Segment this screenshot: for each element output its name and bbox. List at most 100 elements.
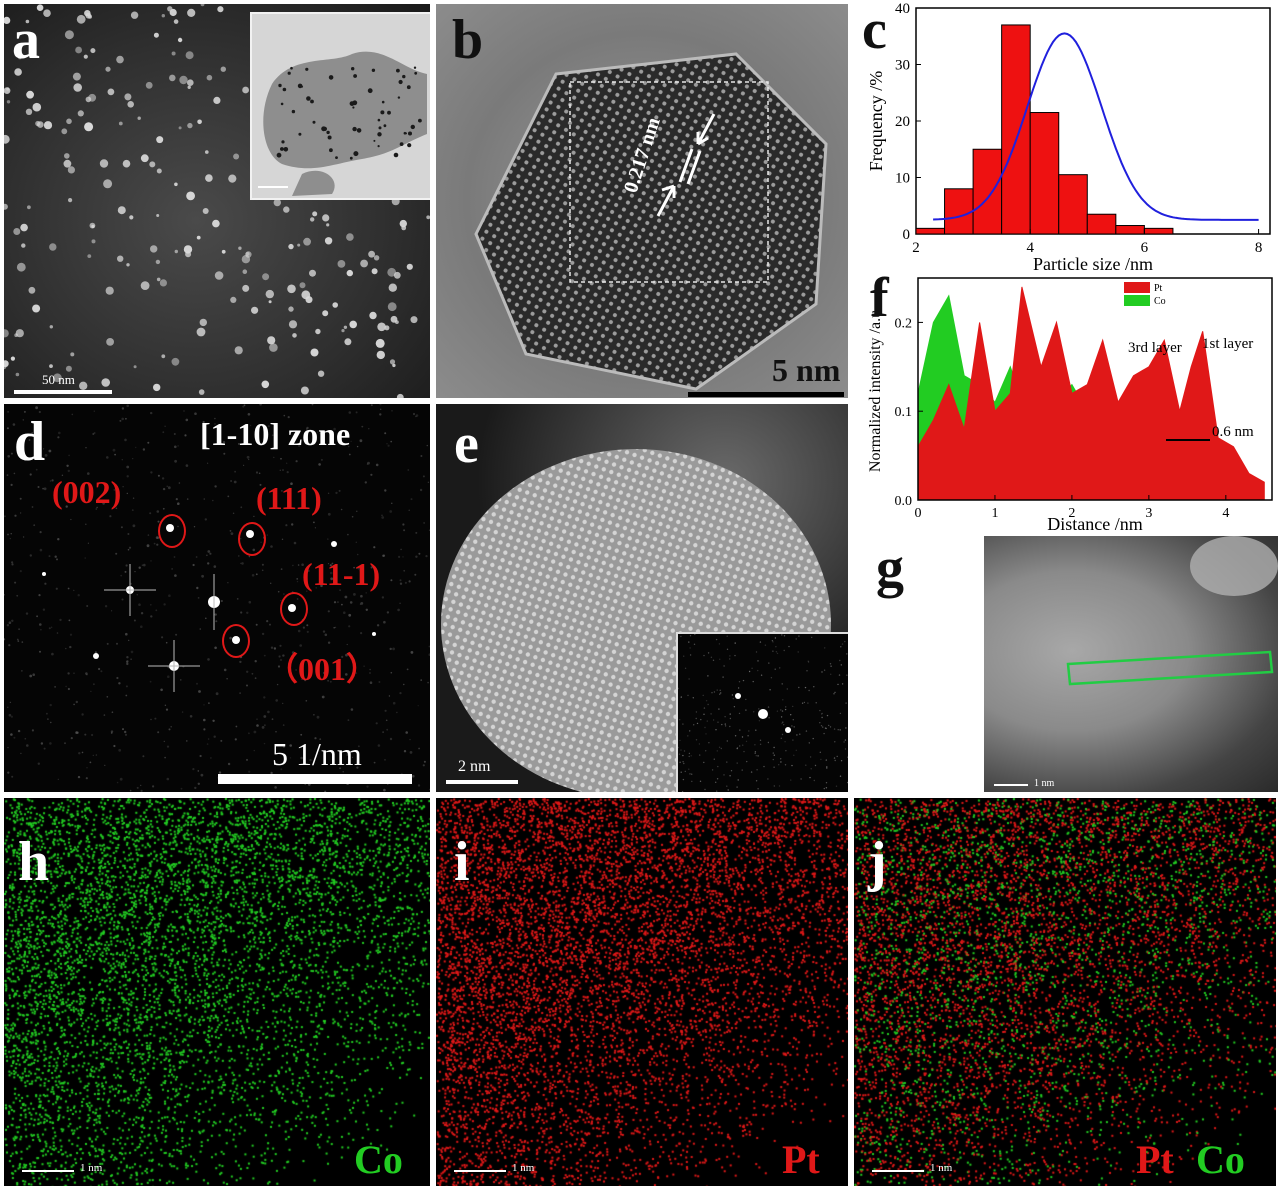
element-label-pt: Pt — [782, 1137, 820, 1182]
co-eds-map — [4, 798, 430, 1186]
panel-a-haadf-image: a 50 nm — [4, 4, 430, 398]
histogram-bar — [1029, 112, 1060, 235]
annotation-distance: 0.6 nm — [1212, 424, 1254, 440]
histogram-bar — [1115, 225, 1145, 235]
inset-tem-image — [250, 12, 430, 200]
y-tick-label-c: 20 — [895, 114, 910, 130]
y-tick-label-c: 30 — [895, 58, 910, 74]
panel-c-histogram: 2 4 6 8 0 10 20 30 40 Particle size /nm Frequency … — [852, 0, 1280, 272]
panel-d-fft-pattern: d [1-10] zone (002) (111) (11-1) （001） 5… — [4, 404, 430, 792]
y-axis-label-f: Normalized intensity /a.u. — [867, 306, 884, 472]
histogram-bar — [1001, 24, 1031, 235]
histogram-chart: 2 4 6 8 0 10 20 30 40 Particle size /nm Frequency … — [866, 1, 1271, 272]
y-tick-label-f: 0.0 — [895, 494, 913, 509]
x-tick-label-f: 4 — [1222, 506, 1229, 521]
scale-label-b: 5 nm — [772, 352, 841, 388]
panel-letter-j: j — [868, 831, 887, 893]
zone-axis-label: [1-10] zone — [200, 416, 351, 452]
histogram-bar — [944, 188, 974, 235]
element-label-co: Co — [354, 1137, 403, 1182]
scale-label-g: 1 nm — [1034, 778, 1055, 789]
panel-j-overlay-map: j Pt Co 1 nm — [854, 798, 1276, 1186]
scale-label-e: 2 nm — [458, 758, 491, 775]
panel-i-pt-map: i Pt 1 nm — [436, 798, 848, 1186]
spot-ring-002 — [158, 514, 186, 548]
x-tick-label-c: 4 — [1026, 240, 1034, 256]
fft-inset — [676, 632, 848, 792]
x-tick-label-f: 3 — [1145, 506, 1152, 521]
histogram-bar — [1143, 227, 1174, 235]
scale-label-a: 50 nm — [42, 372, 75, 387]
scale-bar-e — [446, 780, 518, 784]
legend-label-co: Co — [1154, 296, 1166, 307]
scale-label-h: 1 nm — [80, 1162, 103, 1174]
haadf-image-g: 1 nm — [984, 536, 1278, 792]
y-tick-label-f: 0.1 — [895, 405, 913, 420]
scale-bar-b — [688, 392, 844, 397]
y-tick-label-c: 10 — [895, 171, 910, 187]
legend-swatch-pt — [1124, 282, 1150, 293]
histogram-bar — [915, 227, 946, 235]
panel-h-co-map: h Co 1 nm — [4, 798, 430, 1186]
profile-area-pt — [917, 286, 1265, 501]
panel-g-line-scan-region: g 1 nm — [852, 534, 1280, 796]
y-tick-label-f: 0.2 — [895, 316, 913, 331]
x-axis-label-f: Distance /nm — [1047, 514, 1142, 534]
panel-letter-e: e — [454, 413, 479, 475]
scale-label-i: 1 nm — [512, 1162, 535, 1174]
plot-frame-f — [917, 277, 1273, 501]
panel-f-line-profile: 0 1 2 3 4 0.0 0.1 0.2 Distance /nm Normalized int… — [852, 272, 1280, 534]
spot-ring-001 — [222, 624, 250, 658]
pt-eds-map — [436, 798, 848, 1186]
element-label-co-overlay: Co — [1196, 1137, 1245, 1182]
scale-bar-d — [218, 774, 412, 784]
annotation-3rd-layer: 3rd layer — [1128, 340, 1182, 356]
panel-letter-g: g — [876, 537, 904, 599]
x-axis-label-c: Particle size /nm — [1033, 254, 1153, 272]
y-tick-label-c: 40 — [895, 1, 910, 17]
spot-ring-11-1 — [280, 592, 308, 626]
scale-label-d: 5 1/nm — [272, 736, 362, 772]
legend-swatch-co — [1124, 295, 1150, 306]
spot-label-111: (111) — [256, 480, 322, 516]
panel-letter-f: f — [870, 272, 889, 329]
histogram-bar — [972, 148, 1003, 235]
panel-e-haadf-atomic: e 2 nm — [436, 404, 848, 792]
panel-letter-d: d — [14, 411, 46, 473]
element-label-pt-overlay: Pt — [1136, 1137, 1174, 1182]
scale-bar-j — [872, 1170, 924, 1172]
diffraction-spots — [4, 404, 430, 792]
spot-label-11-1: (11-1) — [302, 556, 381, 592]
dashed-region — [569, 81, 769, 283]
annotation-1st-layer: 1st layer — [1202, 336, 1253, 352]
panel-b-hrtem-image: 0.217 nm b 5 nm — [436, 4, 848, 398]
spot-label-002: (002) — [52, 474, 122, 510]
panel-letter-i: i — [454, 831, 470, 893]
x-tick-label-c: 2 — [912, 240, 920, 256]
panel-letter-h: h — [18, 831, 50, 893]
y-tick-label-c: 0 — [903, 227, 911, 243]
panel-letter-a: a — [12, 9, 40, 71]
histogram-bar — [1086, 213, 1117, 235]
scale-label-j: 1 nm — [930, 1162, 953, 1174]
panel-letter-c: c — [862, 0, 887, 61]
spot-label-001: （001） — [266, 651, 379, 687]
scale-bar-i — [454, 1170, 506, 1172]
x-tick-label-f: 0 — [915, 506, 922, 521]
lattice-particle: 0.217 nm — [474, 52, 828, 391]
legend-label-pt: Pt — [1154, 283, 1163, 294]
gaussian-fit-line — [933, 32, 1259, 221]
scale-bar-a — [14, 390, 112, 394]
y-axis-label-c: Frequency /% — [866, 71, 886, 171]
support-aggregate — [258, 51, 427, 196]
x-tick-label-f: 1 — [991, 506, 998, 521]
pt-co-overlay-map — [854, 798, 1276, 1186]
histogram-bar — [1058, 174, 1088, 235]
panel-letter-b: b — [452, 9, 484, 71]
x-tick-label-f: 2 — [1068, 506, 1075, 521]
x-tick-label-c: 8 — [1255, 240, 1263, 256]
spot-ring-111 — [238, 522, 266, 556]
line-scan-box — [1066, 650, 1274, 686]
nanoparticle-dots — [4, 4, 430, 398]
x-tick-label-c: 6 — [1141, 240, 1149, 256]
